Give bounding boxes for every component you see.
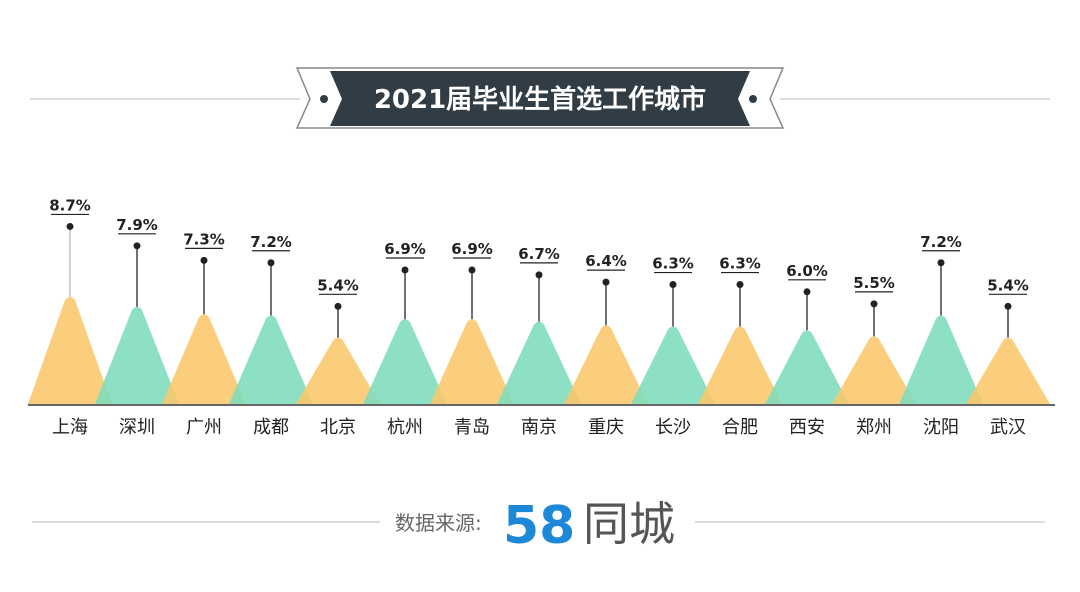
category-label-10: 合肥 [722,417,758,438]
category-label-4: 北京 [320,417,356,438]
leader-dot-13 [937,259,945,267]
mountain-13 [899,315,983,404]
leader-dot-4 [334,302,342,310]
leader-dot-9 [669,281,677,289]
mountain-2 [162,314,246,404]
mountain-3 [229,315,313,404]
value-label-13: 7.2% [920,233,962,251]
leader-dot-1 [133,242,141,250]
mountain-4 [296,337,380,404]
leader-dot-6 [468,266,476,274]
value-label-10: 6.3% [719,255,761,273]
leader-dot-11 [803,288,811,296]
value-label-7: 6.7% [518,245,560,263]
value-label-8: 6.4% [585,252,627,270]
leader-dot-0 [66,222,74,230]
category-label-9: 长沙 [655,417,691,438]
source-label: 数据来源: [395,511,482,535]
value-label-14: 5.4% [987,276,1029,294]
category-label-14: 武汉 [990,417,1026,438]
category-label-6: 青岛 [454,417,490,438]
mountain-10 [698,326,782,404]
mountain-5 [363,319,447,404]
leader-dot-3 [267,259,275,267]
value-label-12: 5.5% [853,274,895,292]
value-label-0: 8.7% [49,196,91,214]
category-label-7: 南京 [521,417,557,438]
leader-dot-7 [535,271,543,279]
value-label-5: 6.9% [384,240,426,258]
title-banner: 2021届毕业生首选工作城市 [295,67,785,129]
mountain-11 [765,330,849,404]
leader-dot-14 [1004,302,1012,310]
category-label-11: 西安 [789,417,825,438]
category-label-2: 广州 [186,417,222,438]
category-label-3: 成都 [253,417,289,438]
mountain-6 [430,319,514,404]
leader-dot-12 [870,300,878,308]
chart-title: 2021届毕业生首选工作城市 [374,84,706,115]
leader-dot-2 [200,256,208,264]
category-label-0: 上海 [52,417,88,438]
mountain-12 [832,336,916,404]
mountain-0 [28,296,112,404]
leader-dot-5 [401,266,409,274]
mountain-7 [497,321,581,404]
value-label-9: 6.3% [652,255,694,273]
value-label-2: 7.3% [183,230,225,248]
logo-number: 58 [503,496,575,556]
category-label-13: 沈阳 [923,417,959,438]
mountain-9 [631,326,715,404]
mountain-14 [966,337,1050,404]
mountain-1 [95,306,179,404]
value-label-1: 7.9% [116,216,158,234]
leader-dot-8 [602,278,610,286]
58-logo: 58 同城 [503,496,675,556]
value-label-4: 5.4% [317,276,359,294]
value-label-6: 6.9% [451,240,493,258]
category-label-1: 深圳 [119,417,155,438]
logo-text: 同城 [583,497,675,551]
category-label-5: 杭州 [387,417,423,438]
leader-dot-10 [736,281,744,289]
value-label-11: 6.0% [786,262,828,280]
mountain-8 [564,325,648,404]
category-label-8: 重庆 [588,417,624,438]
category-label-12: 郑州 [856,417,892,438]
value-label-3: 7.2% [250,233,292,251]
